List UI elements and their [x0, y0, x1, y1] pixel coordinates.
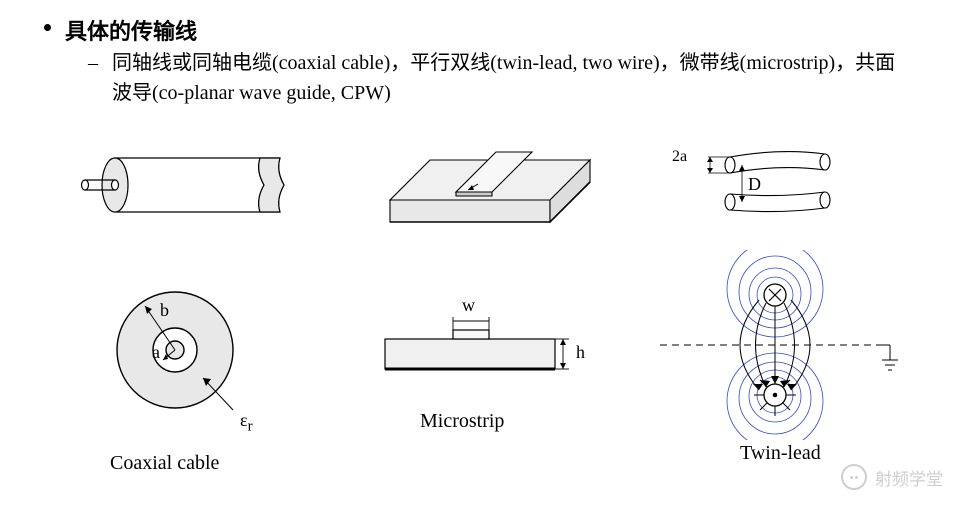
caption-twinlead: Twin-lead	[740, 442, 821, 465]
subbullet-text: 同轴线或同轴电缆(coaxial cable)，平行双线(twin-lead, …	[112, 48, 913, 108]
watermark-text: 射频学堂	[875, 465, 943, 490]
microstrip-perspective-diagram	[360, 130, 610, 250]
coax-perspective-diagram	[80, 140, 310, 240]
coax-cross-section-diagram	[85, 260, 285, 440]
label-h: h	[576, 342, 585, 363]
wechat-icon	[841, 464, 867, 490]
label-w: w	[462, 295, 475, 316]
twinlead-field-diagram	[655, 250, 915, 440]
bullet-dot	[44, 24, 51, 31]
label-D: D	[748, 174, 761, 195]
watermark: 射频学堂	[841, 464, 943, 490]
page-title: 具体的传输线	[65, 14, 197, 46]
label-a: a	[152, 342, 160, 363]
twinlead-perspective-diagram	[680, 140, 850, 240]
caption-microstrip: Microstrip	[420, 410, 504, 433]
label-2a: 2a	[672, 148, 687, 166]
caption-coax: Coaxial cable	[110, 452, 219, 475]
label-epsr: εr	[240, 410, 253, 436]
subbullet-dash: –	[88, 49, 98, 77]
label-b: b	[160, 300, 169, 321]
microstrip-cross-section-diagram	[365, 305, 605, 395]
